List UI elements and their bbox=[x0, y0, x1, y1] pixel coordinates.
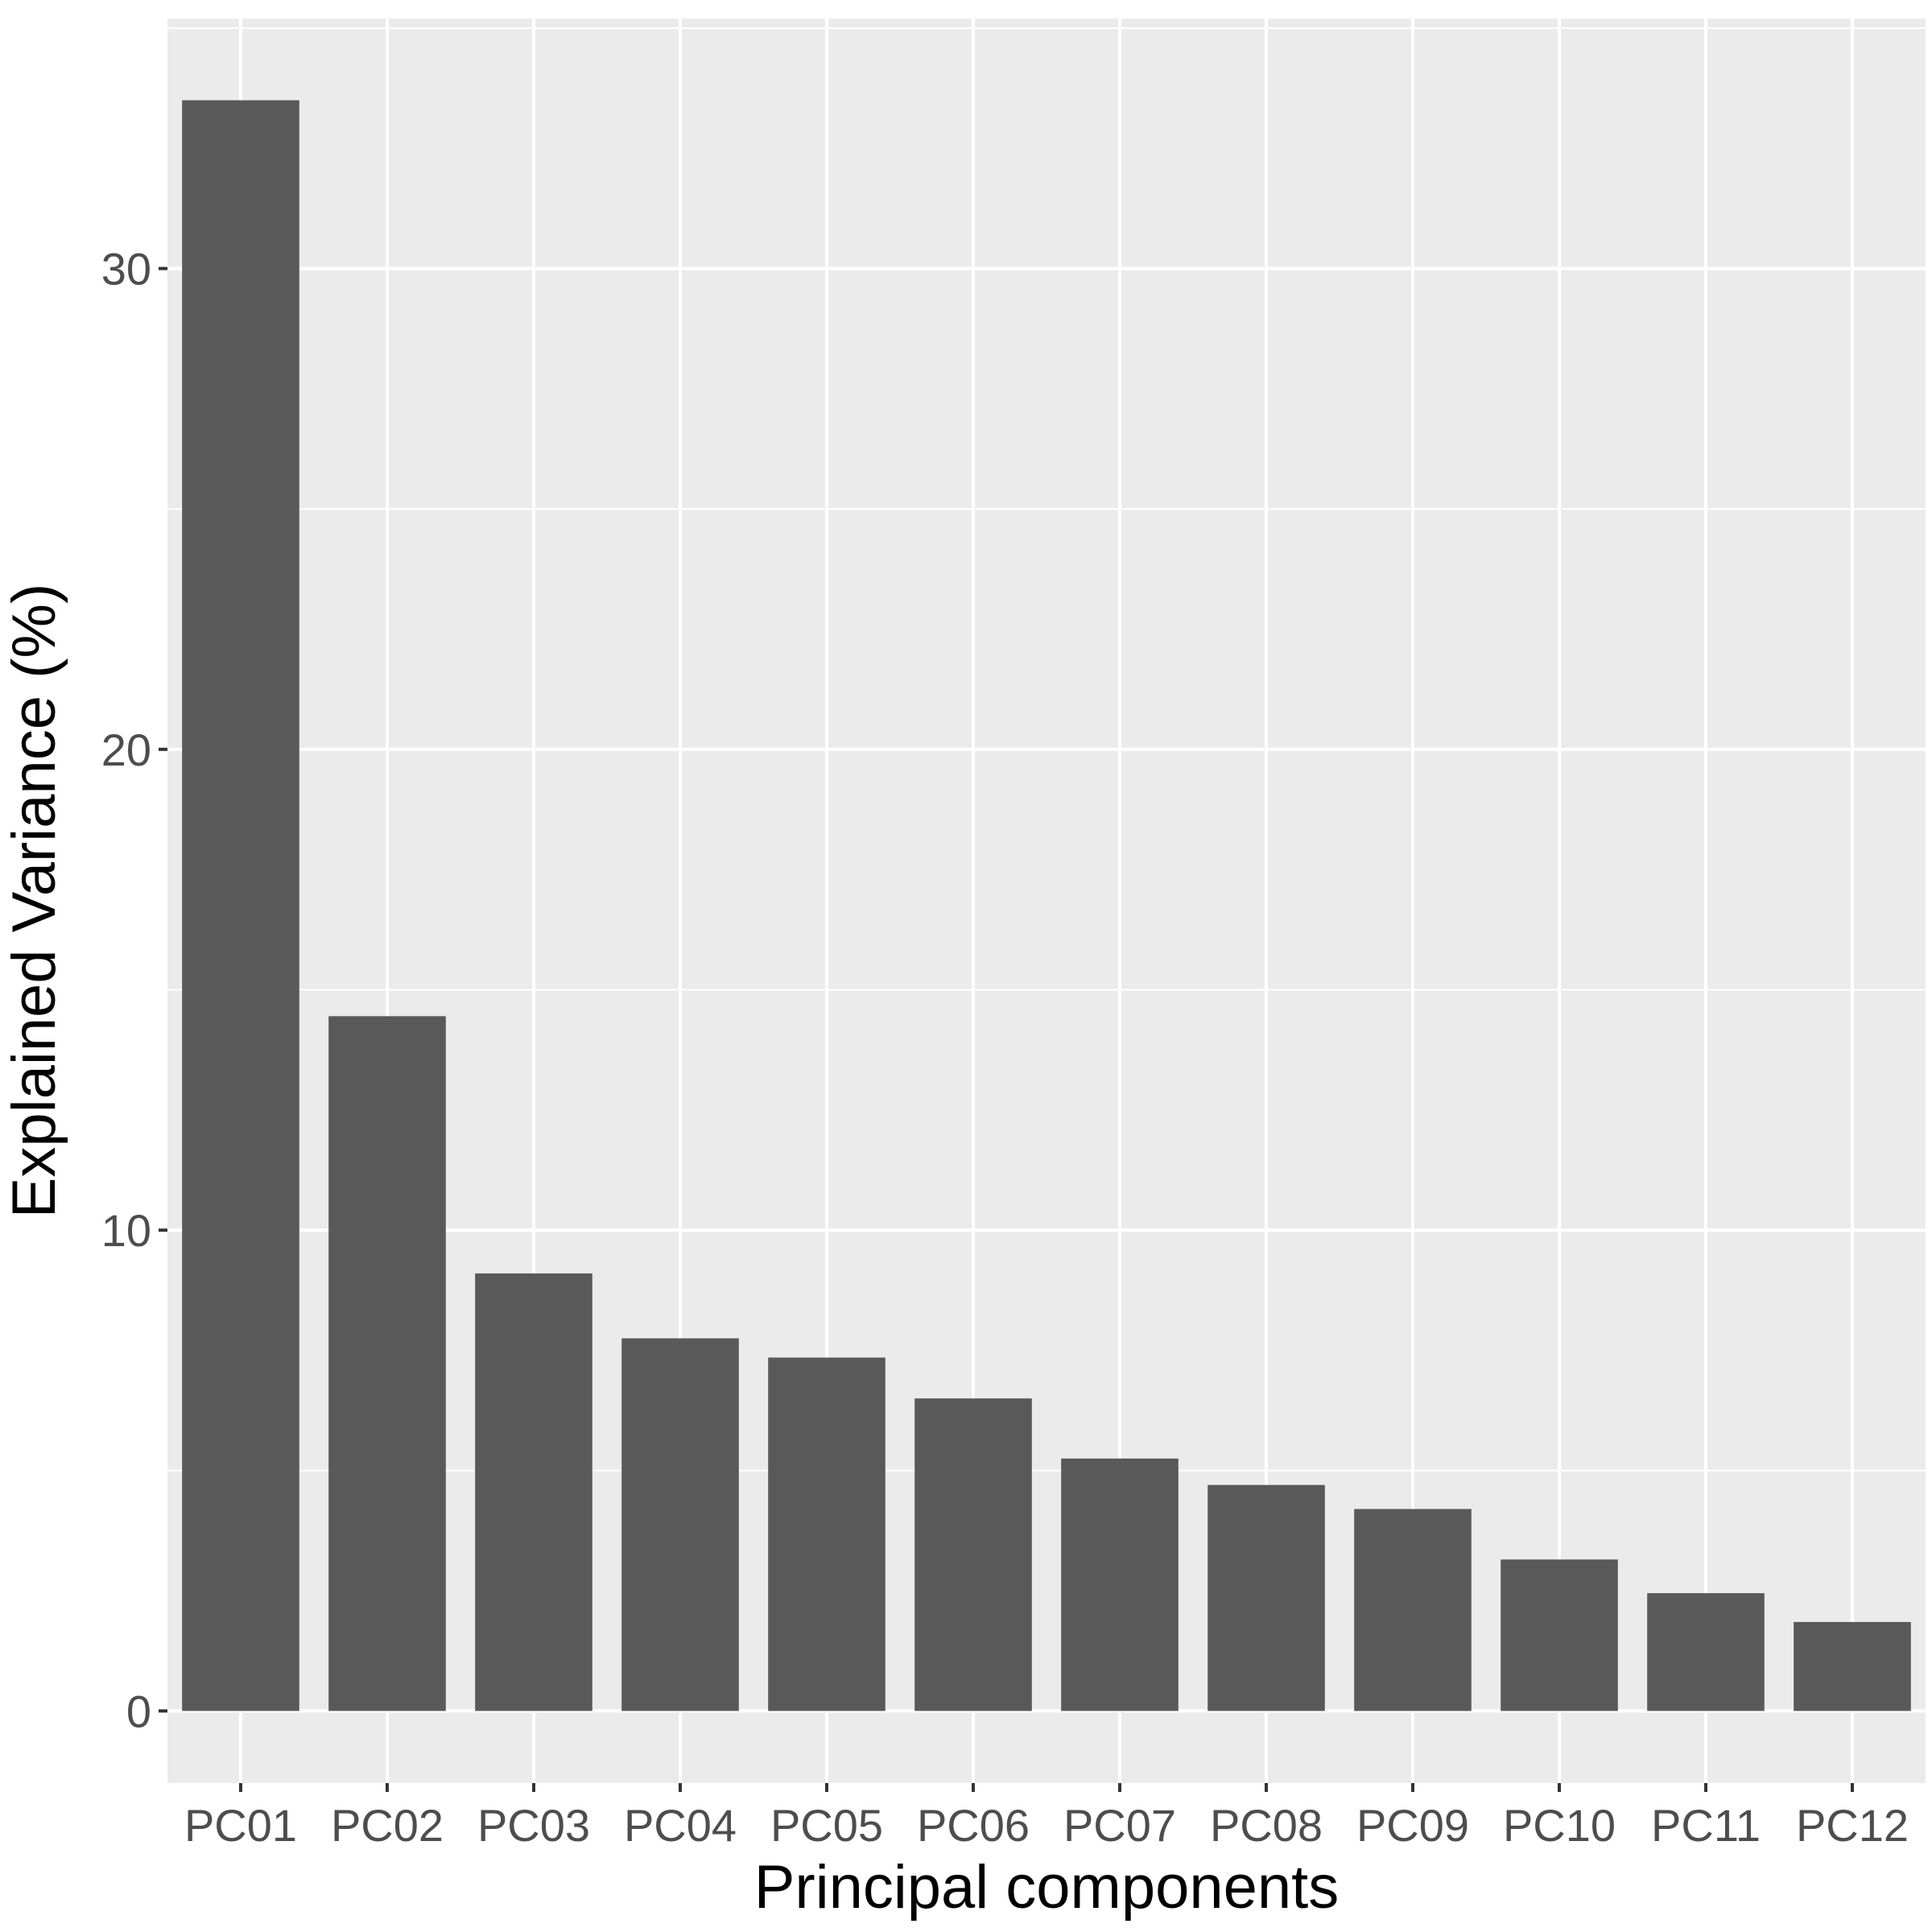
y-axis-title: Explained Variance (%) bbox=[0, 584, 68, 1219]
x-tick-label-pc02: PC02 bbox=[331, 1800, 444, 1851]
x-tick-label-pc10: PC10 bbox=[1503, 1800, 1616, 1851]
bar-pc02 bbox=[328, 1016, 446, 1711]
x-axis-ticks: PC01 PC02 PC03 PC04 PC05 PC06 PC07 PC08 PC09 PC10… bbox=[184, 1783, 1909, 1851]
x-tick-label-pc04: PC04 bbox=[624, 1800, 737, 1851]
minor-gridlines bbox=[167, 27, 1926, 1472]
bar-pc12 bbox=[1794, 1621, 1911, 1711]
x-tick-label-pc07: PC07 bbox=[1063, 1800, 1176, 1851]
bar-pc08 bbox=[1208, 1484, 1325, 1711]
bar-pc09 bbox=[1354, 1509, 1472, 1711]
x-tick-label-pc03: PC03 bbox=[477, 1800, 590, 1851]
bar-pc05 bbox=[768, 1357, 886, 1711]
y-tick-label: 10 bbox=[101, 1205, 151, 1256]
x-tick-label-pc01: PC01 bbox=[184, 1800, 297, 1851]
x-tick-label-pc12: PC12 bbox=[1796, 1800, 1909, 1851]
x-tick-label-pc09: PC09 bbox=[1356, 1800, 1469, 1851]
y-tick-label: 20 bbox=[101, 724, 151, 775]
bar-pc06 bbox=[914, 1398, 1032, 1711]
y-tick-label: 0 bbox=[126, 1686, 151, 1736]
y-tick-label: 30 bbox=[101, 244, 151, 295]
bar-pc11 bbox=[1647, 1593, 1765, 1711]
x-axis-title: Principal components bbox=[754, 1853, 1340, 1922]
x-tick-label-pc11: PC11 bbox=[1651, 1800, 1761, 1851]
plot-panel bbox=[167, 19, 1926, 1783]
bar-pc10 bbox=[1501, 1559, 1618, 1711]
x-tick-label-pc05: PC05 bbox=[770, 1800, 883, 1851]
bar-pc01 bbox=[182, 100, 299, 1711]
bar-pc04 bbox=[621, 1338, 739, 1711]
bar-pc03 bbox=[475, 1273, 592, 1711]
bars bbox=[182, 100, 1911, 1711]
y-axis-ticks: 0 10 20 30 bbox=[101, 244, 167, 1736]
x-tick-label-pc06: PC06 bbox=[917, 1800, 1030, 1851]
x-tick-label-pc08: PC08 bbox=[1210, 1800, 1323, 1851]
bar-pc07 bbox=[1061, 1458, 1179, 1711]
